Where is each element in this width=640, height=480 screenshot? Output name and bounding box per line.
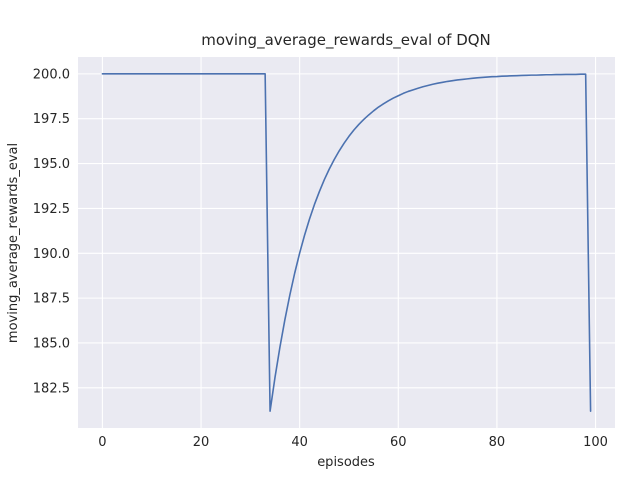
y-tick-label: 190.0 bbox=[33, 247, 70, 262]
x-tick-labels: 0 20 40 60 80 100 bbox=[98, 435, 608, 450]
y-tick-label: 195.0 bbox=[33, 157, 70, 172]
x-tick-label: 80 bbox=[489, 435, 506, 450]
y-axis-label: moving_average_rewards_eval bbox=[6, 143, 21, 343]
y-tick-label: 187.5 bbox=[33, 292, 70, 307]
series-line bbox=[101, 73, 592, 412]
x-tick-label: 0 bbox=[98, 435, 106, 450]
plot-area bbox=[78, 57, 615, 428]
gridlines bbox=[78, 57, 615, 428]
x-tick-label: 20 bbox=[193, 435, 210, 450]
x-axis-label: episodes bbox=[317, 455, 375, 470]
dqn-rewards-line bbox=[101, 73, 592, 412]
x-tick-label: 40 bbox=[291, 435, 308, 450]
x-tick-label: 60 bbox=[390, 435, 407, 450]
x-tick-label: 100 bbox=[583, 435, 608, 450]
y-tick-label: 182.5 bbox=[33, 381, 70, 396]
y-tick-label: 185.0 bbox=[33, 336, 70, 351]
y-tick-label: 197.5 bbox=[33, 112, 70, 127]
y-tick-label: 192.5 bbox=[33, 202, 70, 217]
chart-title: moving_average_rewards_eval of DQN bbox=[201, 31, 491, 50]
y-tick-labels: 182.5 185.0 187.5 190.0 192.5 195.0 197.5 200.0 bbox=[33, 67, 70, 396]
y-tick-label: 200.0 bbox=[33, 67, 70, 82]
